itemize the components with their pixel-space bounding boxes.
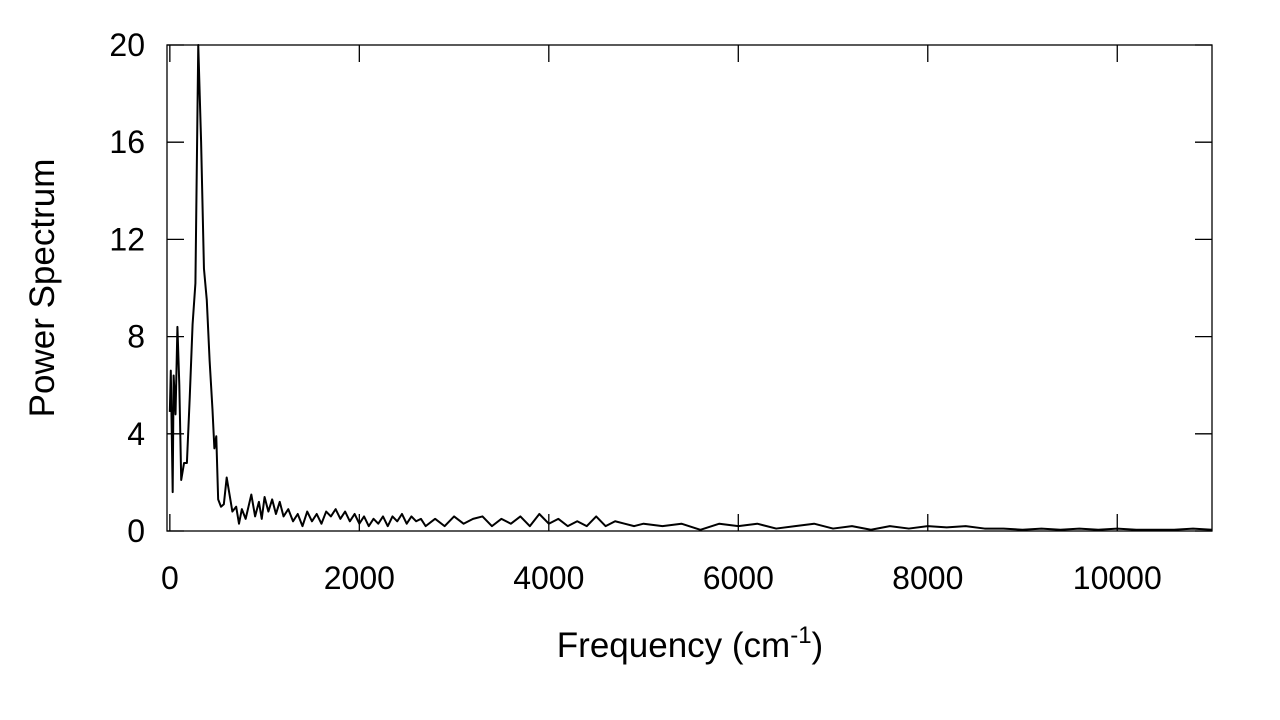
plot-frame [166,44,1213,532]
y-tick-label: 12 [109,221,145,257]
x-axis-label-tail: ) [812,626,824,665]
x-tick-label: 6000 [703,560,774,596]
x-tick-label: 4000 [513,560,584,596]
x-tick-label: 2000 [324,560,395,596]
y-tick-label: 4 [127,416,145,452]
x-axis-label-text: Frequency (cm [557,626,790,665]
y-tick-label: 8 [127,319,145,355]
x-tick-label: 0 [161,560,179,596]
y-axis-label: Power Spectrum [23,159,62,418]
y-tick-label: 16 [109,124,145,160]
y-tick-label: 0 [127,513,145,549]
y-tick-label: 20 [109,27,145,63]
spectrum-line [168,44,1213,531]
x-tick-label: 10000 [1073,560,1162,596]
x-tick-label: 8000 [892,560,963,596]
x-axis-label: Frequency (cm-1) [557,622,823,665]
x-axis-label-sup: -1 [790,622,811,649]
